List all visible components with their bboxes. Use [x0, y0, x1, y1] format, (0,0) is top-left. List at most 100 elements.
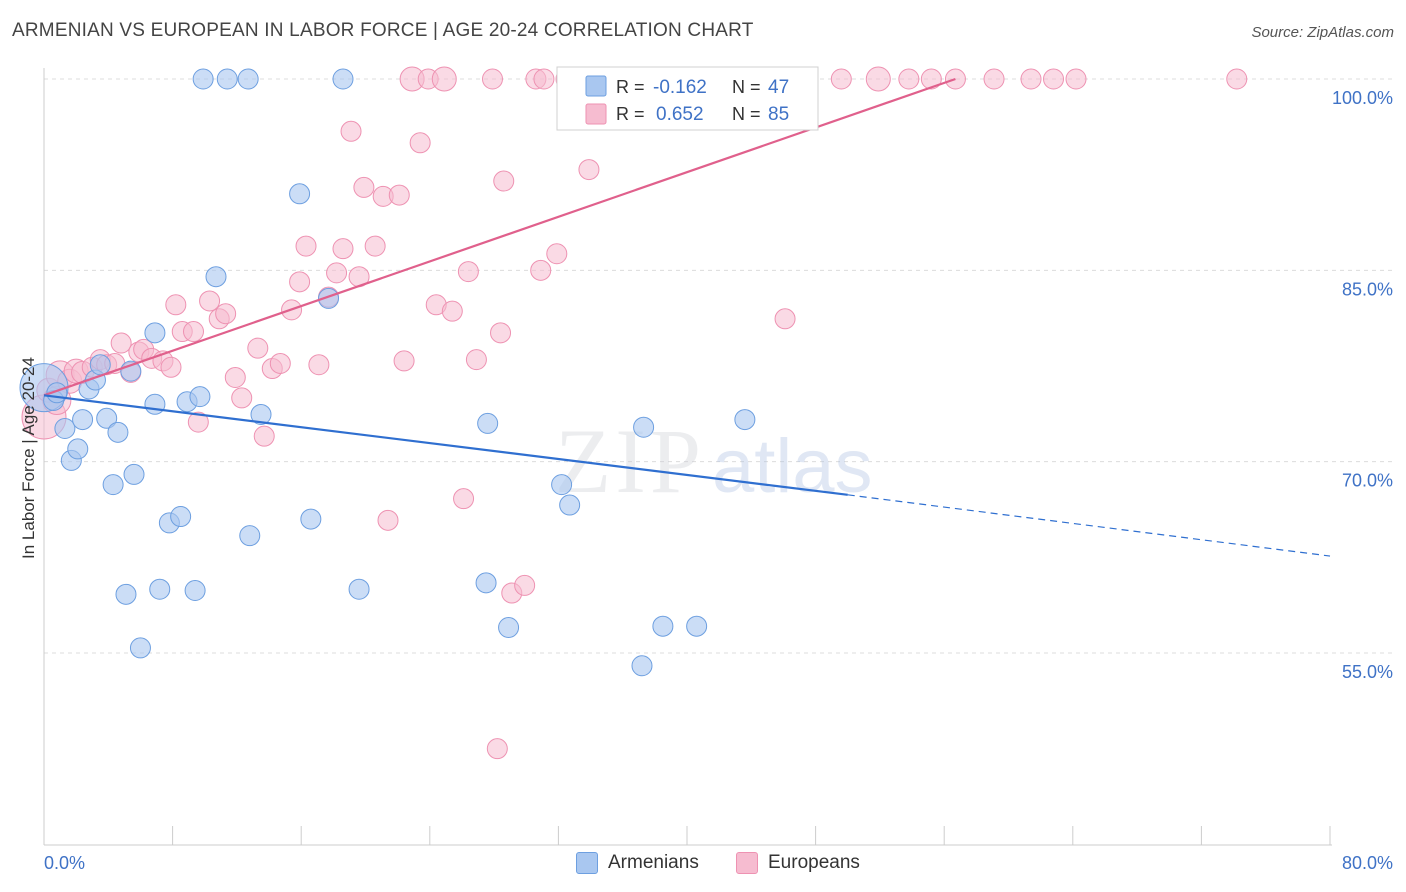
europeans-point: [546, 243, 568, 265]
bottom-legend: Armenians Europeans: [0, 852, 1406, 878]
armenians-point: [633, 416, 655, 438]
europeans-point: [514, 574, 536, 596]
armenians-point: [129, 637, 151, 659]
armenians-point: [205, 266, 227, 288]
europeans-point: [199, 290, 221, 312]
armenians-points: [19, 68, 756, 677]
europeans-point: [1020, 68, 1042, 90]
europeans-point: [326, 262, 348, 284]
europeans-point: [409, 132, 431, 154]
chart-title: ARMENIAN VS EUROPEAN IN LABOR FORCE | AG…: [12, 20, 754, 41]
europeans-point: [431, 66, 457, 92]
europeans-point: [295, 235, 317, 257]
armenians-point: [72, 409, 94, 431]
europeans-point: [353, 176, 375, 198]
legend-europeans-r-label: R =: [616, 104, 645, 124]
armenians-point: [123, 463, 145, 485]
europeans-point: [493, 170, 515, 192]
europeans-point: [490, 322, 512, 344]
europeans-point: [453, 488, 475, 510]
europeans-point: [898, 68, 920, 90]
armenians-point: [189, 386, 211, 408]
europeans-point: [253, 425, 275, 447]
armenians-point: [54, 418, 76, 440]
europeans-trend-line: [43, 77, 956, 397]
legend-armenians-n-value: 47: [768, 77, 789, 98]
europeans-point: [1043, 68, 1065, 90]
armenians-point: [102, 474, 124, 496]
armenians-point: [107, 421, 129, 443]
armenians-point: [631, 655, 653, 677]
europeans-point: [340, 120, 362, 142]
europeans-point: [377, 509, 399, 531]
europeans-point: [160, 356, 182, 378]
legend-armenians-r-value: -0.162: [653, 77, 707, 98]
armenians-point: [144, 393, 166, 415]
armenians-point: [318, 287, 340, 309]
legend-europeans-n-value: 85: [768, 104, 789, 125]
europeans-point: [865, 66, 891, 92]
europeans-point: [182, 321, 204, 343]
bottom-legend-europeans: Europeans: [736, 852, 860, 874]
bottom-legend-armenians: Armenians: [576, 852, 699, 874]
europeans-point: [308, 354, 330, 376]
armenians-point: [559, 494, 581, 516]
armenians-point: [332, 68, 354, 90]
europeans-point: [364, 235, 386, 257]
europeans-point: [530, 259, 552, 281]
legend-armenians-swatch: [585, 75, 607, 97]
europeans-point: [187, 411, 209, 433]
armenians-point: [67, 438, 89, 460]
y-tick-label: 70.0%: [1342, 471, 1393, 491]
armenians-point: [237, 68, 259, 90]
watermark: ZIP atlas: [555, 410, 873, 512]
armenians-point: [184, 579, 206, 601]
armenians-point: [551, 474, 573, 496]
armenians-point: [170, 506, 192, 528]
europeans-point: [578, 159, 600, 181]
bottom-legend-europeans-label: Europeans: [768, 852, 860, 873]
armenians-point: [477, 412, 499, 434]
europeans-point: [481, 68, 503, 90]
europeans-point: [533, 68, 555, 90]
europeans-point: [388, 184, 410, 206]
armenians-point: [250, 403, 272, 425]
europeans-point: [224, 366, 246, 388]
europeans-point: [332, 238, 354, 260]
y-axis-label: In Labor Force | Age 20-24: [19, 357, 38, 559]
armenians-point: [115, 583, 137, 605]
armenians-point: [686, 615, 708, 637]
armenians-point: [652, 615, 674, 637]
bottom-legend-armenians-swatch: [576, 852, 598, 874]
armenians-point: [96, 407, 118, 429]
legend-armenians-n-label: N =: [732, 77, 761, 97]
armenians-point: [192, 68, 214, 90]
armenians-point: [289, 183, 311, 205]
legend: R = -0.162 N = 47 R = 0.652 N = 85: [556, 66, 819, 131]
europeans-point: [231, 387, 253, 409]
europeans-point: [110, 332, 132, 354]
legend-armenians-r-label: R =: [616, 77, 645, 97]
armenians-trend-extension: [847, 494, 1331, 557]
bottom-legend-armenians-label: Armenians: [608, 852, 699, 873]
axes: [43, 68, 1332, 846]
armenians-point: [239, 525, 261, 547]
europeans-point: [165, 294, 187, 316]
y-tick-label: 55.0%: [1342, 662, 1393, 682]
legend-europeans-r-value: 0.652: [656, 104, 704, 125]
europeans-point: [247, 337, 269, 359]
armenians-point: [89, 354, 111, 376]
armenians-point: [475, 572, 497, 594]
europeans-point: [215, 303, 237, 325]
europeans-point: [774, 308, 796, 330]
bottom-legend-europeans-swatch: [736, 852, 758, 874]
armenians-point: [149, 578, 171, 600]
europeans-point: [830, 68, 852, 90]
y-tick-label: 85.0%: [1342, 279, 1393, 299]
watermark-atlas: atlas: [712, 424, 873, 509]
chart-source: Source: ZipAtlas.com: [1251, 24, 1394, 41]
europeans-point: [269, 352, 291, 374]
europeans-point: [465, 349, 487, 371]
trend-lines: [43, 77, 1331, 557]
x-tick-label-max: 80.0%: [1342, 853, 1393, 873]
